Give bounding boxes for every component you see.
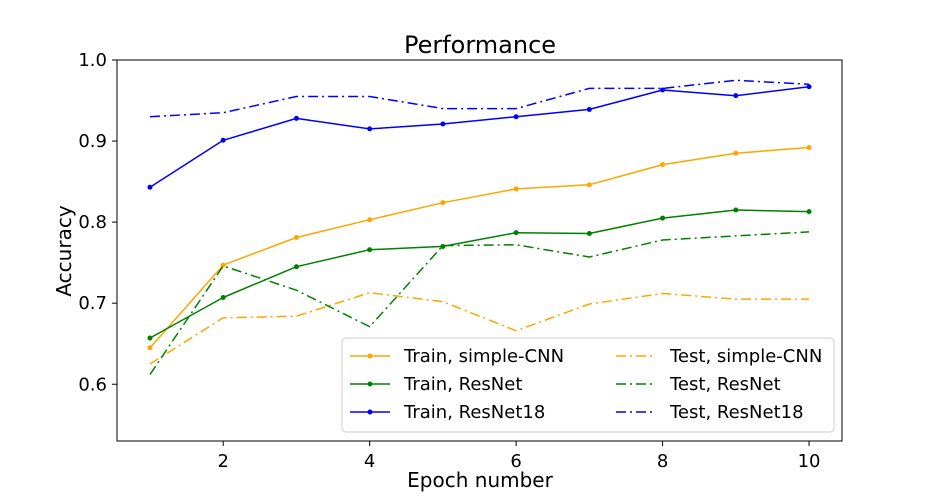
data-point bbox=[586, 230, 592, 236]
legend-label: Train, simple-CNN bbox=[403, 346, 564, 367]
x-tick-label: 10 bbox=[798, 451, 821, 472]
series-train-resnet bbox=[147, 207, 812, 341]
legend-marker bbox=[367, 381, 373, 387]
data-point bbox=[586, 182, 592, 188]
data-point bbox=[513, 186, 519, 192]
y-tick-label: 0.6 bbox=[78, 374, 107, 395]
plot-frame bbox=[116, 59, 843, 442]
x-tick-label: 8 bbox=[657, 451, 668, 472]
legend-item: Train, ResNet18 bbox=[350, 402, 545, 423]
data-point bbox=[367, 126, 373, 132]
data-point bbox=[660, 215, 666, 221]
legend: Train, simple-CNN Train, ResNet Train, Res… bbox=[341, 337, 835, 433]
legend-marker bbox=[367, 409, 373, 415]
series-layer bbox=[147, 79, 812, 375]
data-point bbox=[513, 114, 519, 120]
series-test-resnet bbox=[149, 231, 810, 375]
series-line bbox=[149, 291, 809, 365]
series-line bbox=[149, 209, 810, 339]
legend-label: Train, ResNet18 bbox=[403, 402, 545, 423]
series-train-simple-cnn bbox=[147, 145, 812, 351]
data-point bbox=[660, 87, 666, 93]
data-point bbox=[293, 115, 299, 121]
series-test-simple-cnn bbox=[149, 291, 809, 365]
legend-item: Train, simple-CNN bbox=[350, 346, 564, 367]
data-point bbox=[733, 150, 739, 156]
data-point bbox=[513, 230, 519, 236]
y-tick-label: 0.9 bbox=[78, 131, 107, 152]
data-point bbox=[220, 262, 226, 268]
x-axis: 2 4 6 8 10 bbox=[217, 441, 820, 472]
data-point bbox=[806, 209, 812, 215]
data-point bbox=[147, 335, 153, 341]
series-line bbox=[149, 86, 810, 188]
data-point bbox=[660, 162, 666, 168]
data-point bbox=[220, 295, 226, 301]
series-line bbox=[149, 231, 810, 375]
data-point bbox=[293, 235, 299, 241]
legend-label: Test, ResNet18 bbox=[669, 402, 804, 423]
legend-box bbox=[341, 337, 835, 433]
legend-label: Test, ResNet bbox=[669, 374, 781, 395]
legend-marker bbox=[367, 353, 373, 359]
y-tick-label: 1.0 bbox=[78, 50, 107, 71]
data-point bbox=[147, 345, 153, 351]
data-point bbox=[147, 184, 153, 190]
data-point bbox=[586, 106, 592, 112]
data-point bbox=[733, 93, 739, 99]
data-point bbox=[733, 207, 739, 213]
data-point bbox=[806, 145, 812, 151]
series-line bbox=[149, 146, 810, 349]
chart-title: Performance bbox=[404, 31, 556, 59]
data-point bbox=[806, 84, 812, 90]
legend-label: Train, ResNet bbox=[403, 374, 522, 395]
data-point bbox=[440, 200, 446, 206]
series-train-resnet18 bbox=[147, 84, 812, 190]
data-point bbox=[440, 243, 446, 249]
data-point bbox=[293, 264, 299, 270]
x-tick-label: 2 bbox=[217, 451, 228, 472]
legend-item: Test, ResNet18 bbox=[616, 402, 804, 423]
y-axis: 0.6 0.7 0.8 0.9 1.0 bbox=[78, 50, 117, 395]
y-tick-label: 0.7 bbox=[78, 293, 107, 314]
legend-item: Test, ResNet bbox=[616, 374, 781, 395]
x-tick-label: 4 bbox=[364, 451, 375, 472]
data-point bbox=[220, 137, 226, 143]
data-point bbox=[440, 121, 446, 127]
series-test-resnet18 bbox=[149, 79, 810, 118]
legend-label: Test, simple-CNN bbox=[669, 346, 822, 367]
series-line bbox=[149, 79, 810, 118]
legend-item: Test, simple-CNN bbox=[616, 346, 822, 367]
data-point bbox=[367, 247, 373, 253]
data-point bbox=[367, 217, 373, 223]
legend-item: Train, ResNet bbox=[350, 374, 522, 395]
x-tick-label: 6 bbox=[510, 451, 521, 472]
x-axis-label: Epoch number bbox=[407, 468, 553, 492]
y-tick-label: 0.8 bbox=[78, 212, 107, 233]
y-axis-label: Accuracy bbox=[52, 205, 76, 296]
